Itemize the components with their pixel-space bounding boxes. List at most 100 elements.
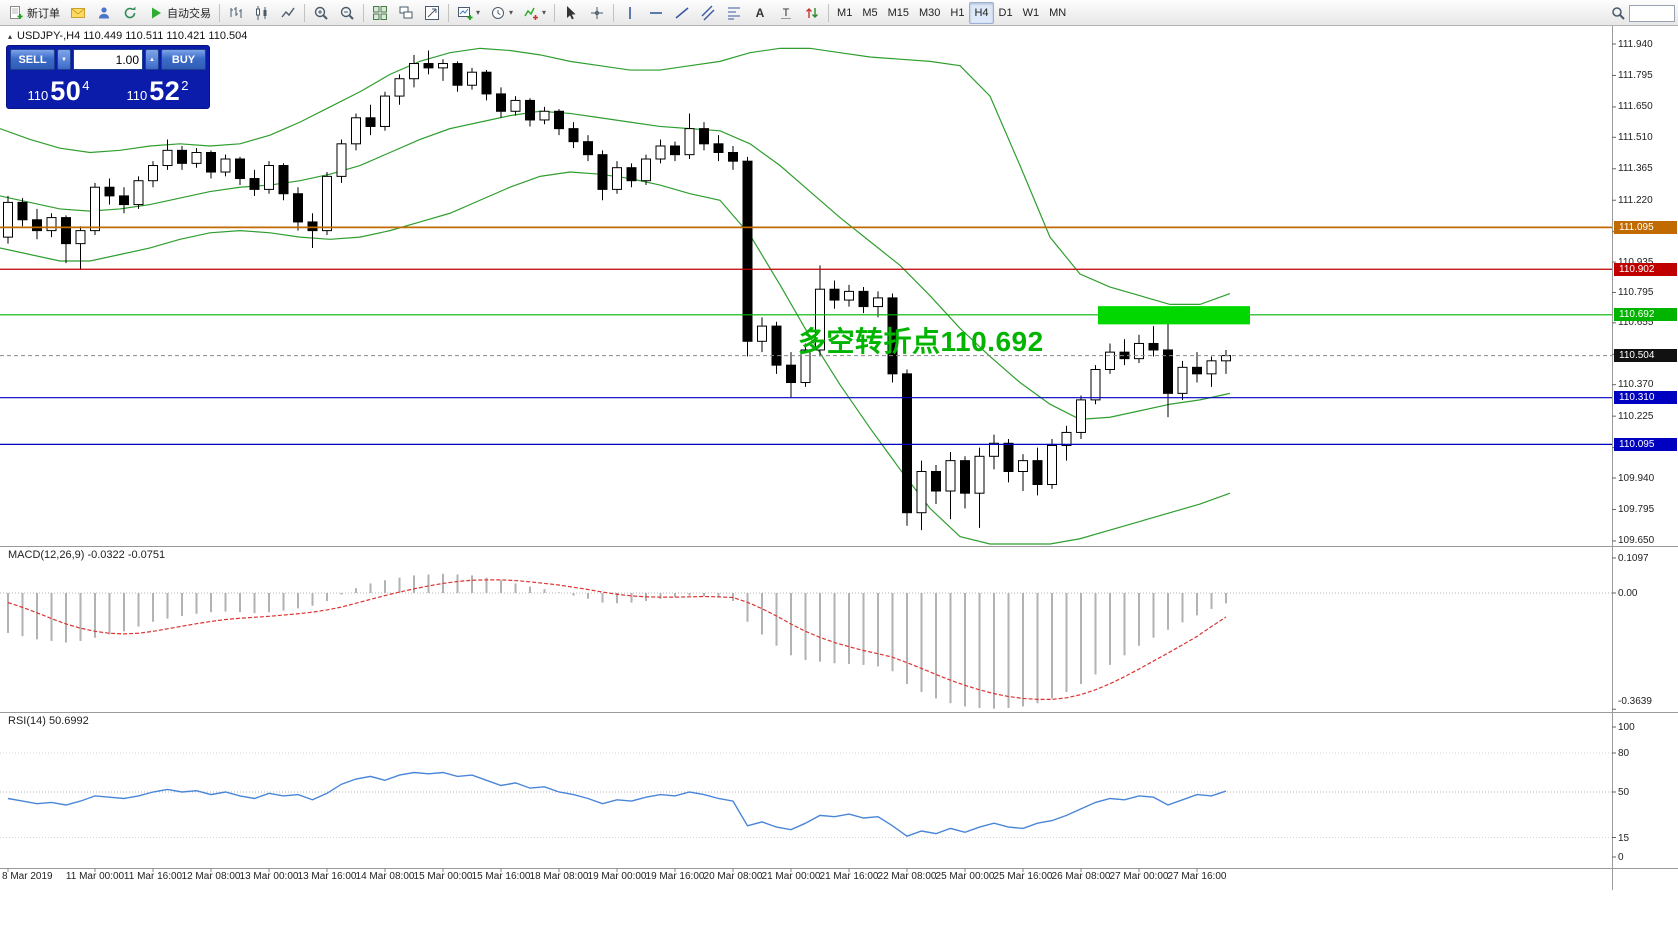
- tile-icon: [372, 5, 388, 21]
- play-icon: [148, 5, 164, 21]
- zoom-in-button[interactable]: [308, 2, 334, 24]
- ask-price-figure: 110: [126, 88, 148, 103]
- cursor-button[interactable]: [558, 2, 584, 24]
- symbol-ohlc-label: USDJPY-,H4 110.449 110.511 110.421 110.5…: [17, 30, 248, 42]
- search-icon[interactable]: [1610, 5, 1626, 21]
- ask-price-point: 2: [181, 78, 189, 93]
- rsi-line: [7, 771, 1227, 837]
- text-button[interactable]: A: [747, 2, 773, 24]
- bars-icon: [228, 5, 244, 21]
- horizontal-line-button[interactable]: [643, 2, 669, 24]
- bid-price-point: 4: [82, 78, 90, 93]
- chart-objects[interactable]: [0, 226, 1612, 445]
- volume-input[interactable]: [73, 49, 143, 70]
- cascade-icon: [398, 5, 414, 21]
- bid-price-pips: 50: [50, 76, 82, 107]
- crosshair-button[interactable]: [584, 2, 610, 24]
- tf-d1[interactable]: D1: [994, 2, 1018, 24]
- new-order-button-label: 新订单: [27, 7, 60, 20]
- new-order-icon: [8, 5, 24, 21]
- dropdown-arrow-icon[interactable]: ▾: [542, 8, 547, 17]
- highlight-rectangle-object[interactable]: [1098, 306, 1250, 325]
- mail-button[interactable]: [65, 2, 91, 24]
- bar-chart-button[interactable]: [223, 2, 249, 24]
- ask-price-pips: 52: [149, 76, 181, 107]
- chart-header: ▴ USDJPY-,H4 110.449 110.511 110.421 110…: [8, 30, 247, 42]
- zoom-out-button[interactable]: [334, 2, 360, 24]
- arrows-button[interactable]: [799, 2, 825, 24]
- buy-button[interactable]: BUY: [161, 49, 206, 70]
- fibo-icon: [726, 5, 742, 21]
- dropdown-arrow-icon[interactable]: ▾: [509, 8, 514, 17]
- one-click-trade-panel: SELL ▼ ▲ BUY 110 50 4 110 52 2: [6, 45, 210, 109]
- tf-h4-label: H4: [974, 6, 989, 19]
- bid-price[interactable]: 110 50 4: [10, 72, 107, 105]
- tf-h1[interactable]: H1: [945, 2, 969, 24]
- toolbar: 新订单 自动交易 ▾ ▾ ▾ A T M1 M5 M15 M30 H1 H4 D1 W1 MN: [0, 0, 1678, 26]
- linechart-icon: [280, 5, 296, 21]
- text-label-button[interactable]: T: [773, 2, 799, 24]
- hline-icon: [648, 5, 664, 21]
- svg-text:T: T: [783, 7, 790, 19]
- tf-m15[interactable]: M15: [883, 2, 914, 24]
- indicators-button[interactable]: ▾: [518, 2, 551, 24]
- cascade-windows-button[interactable]: [393, 2, 419, 24]
- new-chart-icon: [457, 5, 473, 21]
- svg-text:A: A: [756, 6, 765, 20]
- rsi-plot: [0, 752, 1612, 838]
- zoom-in-icon: [313, 5, 329, 21]
- volume-decrease-button[interactable]: ▼: [57, 49, 71, 70]
- macd-signal-line: [7, 579, 1227, 700]
- tf-mn[interactable]: MN: [1044, 2, 1071, 24]
- tf-m30-label: M30: [919, 6, 941, 19]
- tf-m5[interactable]: M5: [857, 2, 882, 24]
- vertical-line-button[interactable]: [617, 2, 643, 24]
- trade-panel-prices: 110 50 4 110 52 2: [10, 72, 206, 105]
- cursor-icon: [563, 5, 579, 21]
- ask-price[interactable]: 110 52 2: [109, 72, 206, 105]
- channel-button[interactable]: [695, 2, 721, 24]
- new-order-button[interactable]: 新订单: [3, 2, 65, 24]
- sell-button[interactable]: SELL: [10, 49, 55, 70]
- trendline-button[interactable]: [669, 2, 695, 24]
- bollinger-bands: [0, 47, 1231, 545]
- tf-w1-label: W1: [1022, 6, 1040, 19]
- period-icon: [490, 5, 506, 21]
- tf-m15-label: M15: [887, 6, 910, 19]
- new-chart-button[interactable]: ▾: [452, 2, 485, 24]
- bid-price-figure: 110: [27, 88, 49, 103]
- refresh-button[interactable]: [117, 2, 143, 24]
- channel-icon: [700, 5, 716, 21]
- search-input[interactable]: [1629, 4, 1675, 22]
- chart-annotation-text[interactable]: 多空转折点110.692: [798, 326, 1044, 357]
- toolbar-separator: [554, 3, 556, 22]
- tf-m1[interactable]: M1: [832, 2, 857, 24]
- zoom-out-icon: [339, 5, 355, 21]
- arrows-icon: [804, 5, 820, 21]
- autotrading-button-label: 自动交易: [167, 7, 211, 20]
- arrange-windows-button[interactable]: [419, 2, 445, 24]
- line-chart-button[interactable]: [275, 2, 301, 24]
- tf-m30[interactable]: M30: [914, 2, 945, 24]
- toolbar-separator: [613, 3, 615, 22]
- toolbar-search: [1610, 3, 1675, 23]
- candlestick-chart-button[interactable]: [249, 2, 275, 24]
- macd-plot: [0, 573, 1612, 709]
- toolbar-separator: [363, 3, 364, 22]
- one-click-collapse-icon[interactable]: ▴: [8, 31, 13, 41]
- toolbar-separator: [304, 3, 305, 22]
- toolbar-separator: [448, 3, 449, 22]
- community-button[interactable]: [91, 2, 117, 24]
- volume-increase-button[interactable]: ▲: [145, 49, 159, 70]
- autotrading-button[interactable]: 自动交易: [143, 2, 216, 24]
- arrange-icon: [424, 5, 440, 21]
- tile-windows-button[interactable]: [367, 2, 393, 24]
- bollinger-middle-line: [0, 110, 1231, 421]
- tf-w1[interactable]: W1: [1018, 2, 1045, 24]
- dropdown-arrow-icon[interactable]: ▾: [476, 8, 481, 17]
- trendline-icon: [674, 5, 690, 21]
- tf-h4[interactable]: H4: [969, 1, 994, 24]
- periods-button[interactable]: ▾: [485, 2, 518, 24]
- fibonacci-button[interactable]: [721, 2, 747, 24]
